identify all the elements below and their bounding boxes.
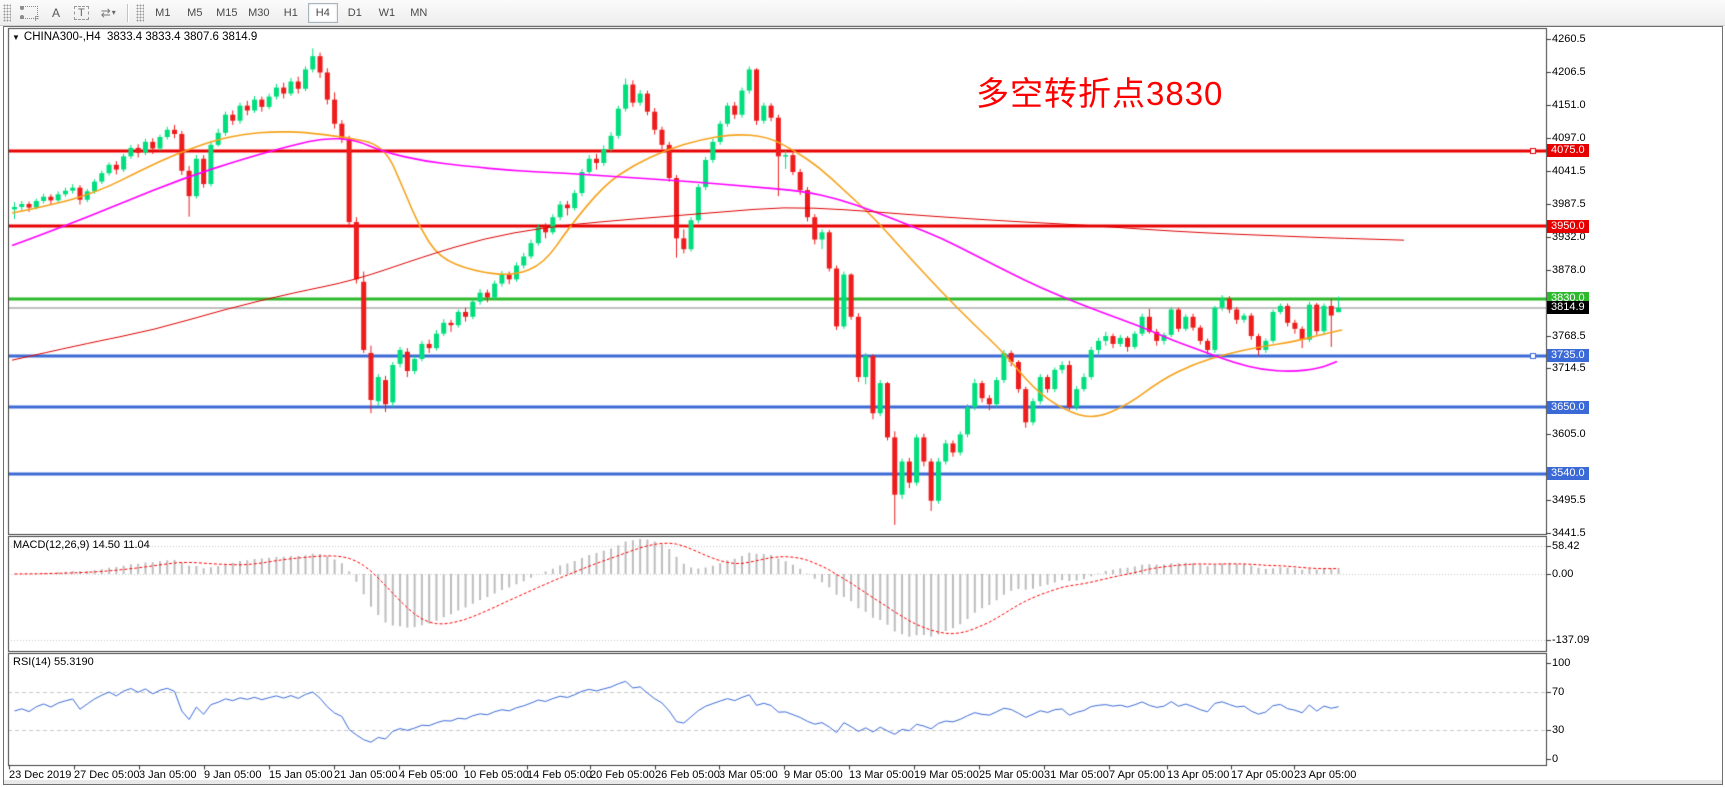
- chart-canvas[interactable]: [4, 27, 1725, 784]
- price-axis-label: 4260.5: [1552, 33, 1586, 45]
- annotation-text: 多空转折点3830: [976, 75, 1224, 112]
- time-axis-label: 15 Jan 05:00: [269, 769, 333, 781]
- timeframe-button-m1[interactable]: M1: [155, 6, 171, 19]
- time-axis-label: 27 Dec 05:00: [74, 769, 140, 781]
- grid-icon[interactable]: [15, 3, 43, 23]
- timeframe-button-m5[interactable]: M5: [187, 6, 203, 19]
- time-axis-label: 9 Jan 05:00: [204, 769, 262, 781]
- price-level-tag: 4075.0: [1547, 144, 1589, 158]
- price-axis-label: 3605.0: [1552, 428, 1586, 441]
- time-axis-label: 3 Mar 05:00: [719, 769, 778, 781]
- time-axis-label: 19 Mar 05:00: [914, 769, 979, 781]
- time-axis-label: 3 Jan 05:00: [139, 769, 197, 781]
- macd-values: 14.50 11.04: [92, 539, 150, 551]
- timeframe-button-m30[interactable]: M30: [248, 6, 270, 19]
- chart-title: ▼ CHINA300-,H4 3833.4 3833.4 3807.6 3814.…: [12, 31, 257, 43]
- timeframe-button-w1[interactable]: W1: [378, 6, 396, 19]
- time-axis-label: 23 Apr 05:00: [1294, 769, 1357, 781]
- dropdown-caret-icon: ▾: [111, 8, 116, 17]
- time-axis-label: 23 Dec 2019: [9, 769, 72, 781]
- time-axis-label: 9 Mar 05:00: [784, 769, 843, 781]
- price-axis-label: 3932.0: [1552, 231, 1586, 244]
- time-axis-label: 7 Apr 05:00: [1109, 769, 1166, 781]
- time-axis-label: 4 Feb 05:00: [399, 769, 458, 781]
- price-axis-label: 3768.5: [1552, 329, 1586, 342]
- time-axis-label: 20 Feb 05:00: [590, 769, 655, 781]
- price-axis-label: 4041.5: [1552, 165, 1586, 178]
- rsi-axis-label: 70: [1552, 685, 1565, 698]
- rsi-axis-label: 100: [1552, 657, 1571, 669]
- label-a-icon[interactable]: A: [51, 5, 60, 20]
- price-level-tag: 3950.0: [1547, 219, 1589, 233]
- timeframe-group: M1 M5 M15 M30 H1 H4 D1 W1 MN: [147, 2, 435, 23]
- textbox-icon-glyph: T: [74, 5, 89, 20]
- timeframe-button-d1[interactable]: D1: [347, 6, 362, 19]
- price-level-tag: 3814.9: [1547, 301, 1589, 315]
- time-axis-label: 25 Mar 05:00: [979, 769, 1044, 781]
- time-axis-label: 10 Feb 05:00: [464, 769, 529, 781]
- toolbar-drag-handle[interactable]: [3, 3, 11, 22]
- chart-window: ▼ CHINA300-,H4 3833.4 3833.4 3807.6 3814.…: [3, 26, 1725, 785]
- timeframe-drag-handle[interactable]: [135, 3, 144, 22]
- price-axis-label: 3987.5: [1552, 197, 1586, 210]
- timeframe-button-mn[interactable]: MN: [410, 6, 428, 19]
- time-axis-label: 26 Feb 05:00: [655, 769, 720, 781]
- window-bottom-edge: [4, 780, 1722, 784]
- textbox-icon[interactable]: T: [69, 3, 94, 23]
- time-axis-label: 21 Jan 05:00: [334, 769, 398, 781]
- timeframe-button-h4[interactable]: H4: [307, 2, 338, 23]
- time-axis-label: 17 Apr 05:00: [1231, 769, 1294, 781]
- timeframe-button-h1[interactable]: H1: [283, 6, 298, 19]
- grid-icon-glyph: [20, 6, 39, 23]
- price-axis-label: 3441.5: [1552, 527, 1586, 539]
- macd-axis-label: 0.00: [1552, 568, 1574, 580]
- macd-axis-label: -137.09: [1552, 633, 1590, 646]
- toolbar-separator: [126, 3, 128, 22]
- price-axis-label: 4097.0: [1552, 131, 1586, 144]
- time-axis-label: 13 Apr 05:00: [1167, 769, 1230, 781]
- price-axis-label: 4206.5: [1552, 65, 1586, 78]
- price-level-tag: 3650.0: [1547, 400, 1589, 414]
- chart-symbol: CHINA300-,H4: [23, 31, 101, 43]
- rsi-indicator-label: RSI(14) 55.3190: [13, 656, 94, 668]
- price-axis-label: 3495.5: [1552, 494, 1586, 507]
- rsi-name: RSI(14): [13, 656, 51, 668]
- price-level-tag: 3735.0: [1547, 349, 1589, 363]
- toolbar: A T ⇄▾ M1 M5 M15 M30 H1 H4 D1 W1 MN: [0, 0, 1725, 26]
- time-axis-label: 13 Mar 05:00: [849, 769, 914, 781]
- symbol-dropdown-icon[interactable]: ▼: [12, 33, 20, 42]
- price-axis-label: 3714.5: [1552, 362, 1586, 375]
- arrows-icon[interactable]: ⇄ ▾: [96, 3, 121, 23]
- price-axis-label: 4151.0: [1552, 99, 1586, 112]
- rsi-axis-label: 30: [1552, 724, 1565, 737]
- price-axis-label: 3878.0: [1552, 263, 1586, 276]
- time-axis-label: 31 Mar 05:00: [1044, 769, 1109, 781]
- macd-name: MACD(12,26,9): [13, 539, 90, 551]
- price-level-tag: 3540.0: [1547, 467, 1589, 481]
- timeframe-button-m15[interactable]: M15: [216, 6, 238, 19]
- macd-axis-label: 58.42: [1552, 540, 1580, 552]
- arrows-icon-glyph: ⇄: [100, 5, 111, 20]
- macd-indicator-label: MACD(12,26,9) 14.50 11.04: [13, 539, 150, 551]
- rsi-axis-label: 0: [1552, 753, 1559, 765]
- rsi-value: 55.3190: [53, 656, 94, 668]
- chart-ohlc: 3833.4 3833.4 3807.6 3814.9: [107, 31, 258, 43]
- time-axis-label: 14 Feb 05:00: [527, 769, 592, 781]
